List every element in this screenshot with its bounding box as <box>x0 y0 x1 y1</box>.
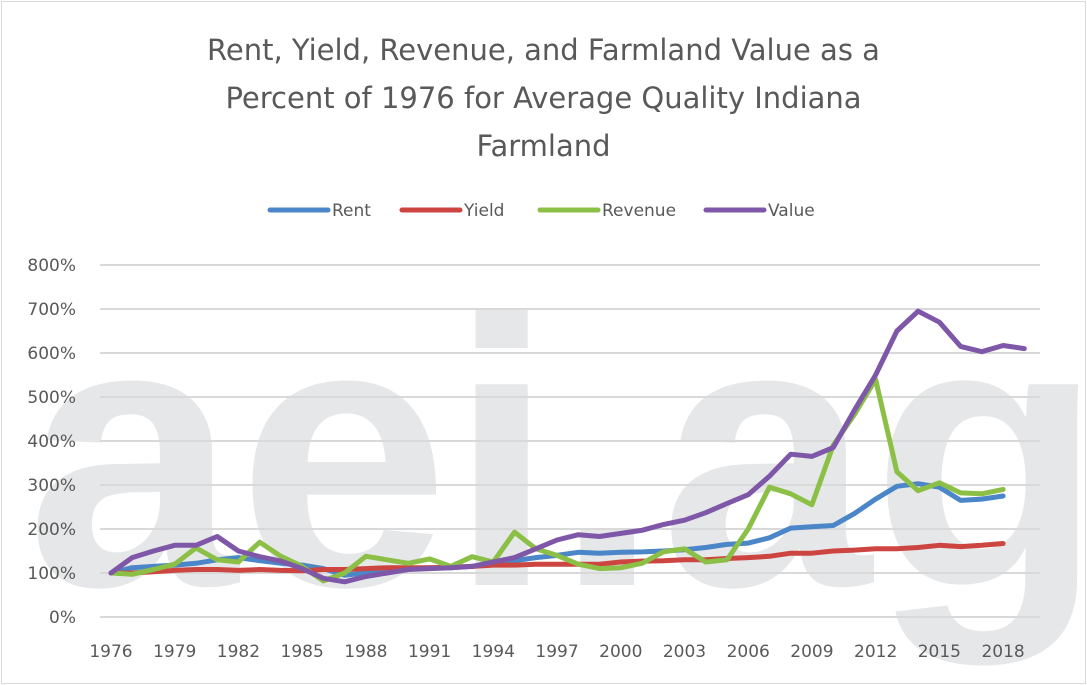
y-tick-label: 0% <box>49 608 76 628</box>
x-tick-label: 1979 <box>153 642 196 662</box>
x-tick-label: 2000 <box>599 642 642 662</box>
x-tick-label: 1997 <box>535 642 578 662</box>
x-tick-label: 1982 <box>217 642 260 662</box>
x-tick-label: 2006 <box>727 642 770 662</box>
legend-label-rent: Rent <box>332 201 371 221</box>
x-tick-label: 1976 <box>89 642 132 662</box>
title-line-1: Rent, Yield, Revenue, and Farmland Value… <box>207 33 880 67</box>
legend-label-revenue: Revenue <box>602 201 676 221</box>
y-tick-label: 800% <box>27 256 76 276</box>
legend-label-yield: Yield <box>463 201 504 221</box>
y-tick-label: 400% <box>27 432 76 452</box>
x-tick-label: 2012 <box>854 642 897 662</box>
x-tick-label: 1994 <box>472 642 515 662</box>
x-tick-label: 2003 <box>663 642 706 662</box>
x-tick-label: 2015 <box>918 642 961 662</box>
watermark: aei.ag <box>26 241 1087 668</box>
y-tick-label: 300% <box>27 476 76 496</box>
title-line-3: Farmland <box>476 129 611 163</box>
series-line-yield <box>108 541 1006 576</box>
chart-title: Rent, Yield, Revenue, and Farmland Value… <box>0 26 1087 170</box>
x-tick-label: 1991 <box>408 642 451 662</box>
x-tick-label: 2018 <box>981 642 1024 662</box>
title-line-2: Percent of 1976 for Average Quality Indi… <box>225 81 862 115</box>
x-tick-label: 2009 <box>790 642 833 662</box>
legend-label-value: Value <box>768 201 815 221</box>
y-tick-label: 100% <box>27 564 76 584</box>
y-tick-label: 500% <box>27 388 76 408</box>
x-tick-label: 1988 <box>344 642 387 662</box>
x-tick-label: 1985 <box>281 642 324 662</box>
series-line-value <box>108 308 1027 585</box>
y-tick-label: 700% <box>27 300 76 320</box>
y-tick-label: 600% <box>27 344 76 364</box>
y-tick-label: 200% <box>27 520 76 540</box>
